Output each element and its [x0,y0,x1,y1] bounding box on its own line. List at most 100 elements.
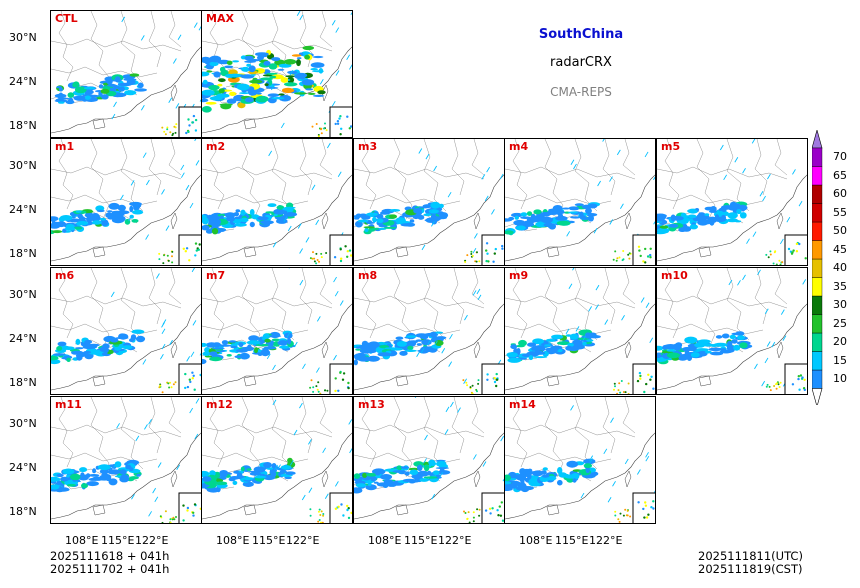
lat-tick-label: 30°N [9,159,37,172]
map-m8 [354,268,504,394]
lat-tick-label: 30°N [9,31,37,44]
panel-label: m5 [661,140,681,153]
colorbar-label: 20 [833,335,847,349]
lon-tick-label: 108°E [519,534,553,547]
panel-label: m12 [206,398,233,411]
panel-m5: m5 [656,138,808,266]
map-ctl [51,11,201,137]
colorbar-segment [812,221,823,241]
map-m4 [505,139,655,265]
colorbar-label: 10 [833,372,847,386]
panel-label: m1 [55,140,75,153]
panel-label: m8 [358,269,378,282]
lat-tick-label: 18°N [9,376,37,389]
init-time-line1: 2025111618 + 041h [50,549,170,563]
colorbar-segment [812,203,823,223]
panel-label: m11 [55,398,82,411]
init-time: 2025111618 + 041h 2025111702 + 041h [50,550,169,576]
colorbar-segment [812,277,823,297]
map-m14 [505,397,655,523]
colorbar-label: 65 [833,168,847,182]
panel-m7: m7 [201,267,353,395]
panel-m9: m9 [504,267,656,395]
colorbar-label: 60 [833,187,847,201]
panel-max: MAX [201,10,353,138]
lat-tick-label: 24°N [9,75,37,88]
colorbar-segment [812,369,823,389]
model-title: CMA-REPS [550,85,612,99]
lon-tick-label: 122°E [135,534,169,547]
map-m9 [505,268,655,394]
panel-ctl: CTL [50,10,202,138]
lat-tick-label: 24°N [9,332,37,345]
lat-tick-label: 30°N [9,417,37,430]
panel-m14: m14 [504,396,656,524]
panel-label: MAX [206,12,234,25]
map-m10 [657,268,807,394]
valid-time-utc: 2025111811(UTC) [698,549,803,563]
map-max [202,11,352,137]
valid-time: 2025111811(UTC) 2025111819(CST) [698,550,803,576]
map-m12 [202,397,352,523]
colorbar-segment [812,332,823,352]
map-m3 [354,139,504,265]
variable-title: radarCRX [550,55,612,70]
panel-m11: m11 [50,396,202,524]
colorbar-extend-min [812,388,823,405]
lon-tick-label: 122°E [286,534,320,547]
panel-m4: m4 [504,138,656,266]
map-m6 [51,268,201,394]
colorbar-segment [812,314,823,334]
panel-label: m3 [358,140,378,153]
lat-tick-label: 18°N [9,505,37,518]
panel-label: m10 [661,269,688,282]
panel-label: m2 [206,140,226,153]
panel-label: m14 [509,398,536,411]
map-m11 [51,397,201,523]
lon-tick-label: 115°E [555,534,589,547]
colorbar-label: 40 [833,261,847,275]
lat-tick-label: 18°N [9,119,37,132]
colorbar-label: 15 [833,353,847,367]
lat-tick-label: 24°N [9,461,37,474]
panel-m3: m3 [353,138,505,266]
panel-m13: m13 [353,396,505,524]
lon-tick-label: 108°E [65,534,99,547]
colorbar-segment [812,240,823,260]
valid-time-cst: 2025111819(CST) [698,562,803,576]
lat-tick-label: 24°N [9,203,37,216]
map-m2 [202,139,352,265]
panel-label: m13 [358,398,385,411]
colorbar [812,130,823,405]
panel-label: m9 [509,269,529,282]
lon-tick-label: 115°E [101,534,135,547]
lon-tick-label: 108°E [368,534,402,547]
panel-label: m6 [55,269,75,282]
colorbar-label: 70 [833,150,847,164]
lat-tick-label: 30°N [9,288,37,301]
init-time-line2: 2025111702 + 041h [50,562,170,576]
map-m7 [202,268,352,394]
colorbar-segment [812,295,823,315]
colorbar-segment [812,351,823,371]
panel-label: m4 [509,140,529,153]
colorbar-label: 45 [833,242,847,256]
lon-tick-label: 108°E [216,534,250,547]
colorbar-label: 50 [833,224,847,238]
panel-m8: m8 [353,267,505,395]
panel-m6: m6 [50,267,202,395]
panel-m12: m12 [201,396,353,524]
panel-label: m7 [206,269,226,282]
colorbar-extend-max [812,130,823,149]
colorbar-segment [812,258,823,278]
lon-tick-label: 115°E [252,534,286,547]
lon-tick-label: 122°E [589,534,623,547]
colorbar-label: 55 [833,205,847,219]
map-m5 [657,139,807,265]
lon-tick-label: 122°E [438,534,472,547]
map-m1 [51,139,201,265]
panel-m1: m1 [50,138,202,266]
colorbar-label: 30 [833,298,847,312]
region-title: SouthChina [538,27,624,42]
lon-tick-label: 115°E [404,534,438,547]
